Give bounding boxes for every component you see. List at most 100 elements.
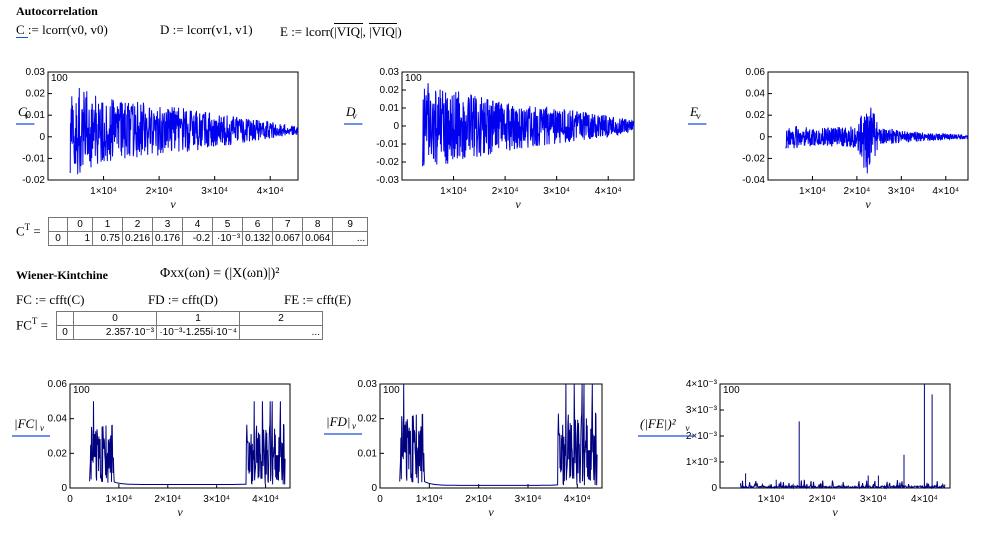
x-tick-label: 3×10⁴: [860, 494, 887, 505]
plot-e[interactable]: 0.06 0.04 0.02 0 -0.02 -0.04 1×10⁴ 2×10⁴ 3×10⁴ 4×…: [680, 64, 980, 224]
y-axis-label: (|FE|)² ν: [638, 416, 696, 437]
y-tick-label: 0.02: [746, 110, 766, 121]
chart-svg-fc: 0.06 0.04 0.02 00 1×10⁴ 2×10⁴ 3×10⁴ 4×10⁴ ν 100 |F…: [12, 379, 291, 519]
x-tick-label: 4×10⁴: [257, 186, 284, 197]
y-axis-label-text: (|FE|)²: [640, 416, 677, 431]
y-axis-label: Eν: [688, 104, 707, 125]
plot-marker-label: 100: [51, 73, 68, 84]
y-tick-label: -0.01: [376, 139, 399, 150]
y-axis-label: Dν: [344, 104, 363, 125]
y-tick-label: 0.01: [358, 448, 378, 459]
ct-cell[interactable]: 0.064: [302, 231, 334, 246]
ct-col-header: 1: [92, 217, 123, 232]
plot-marker-label: 100: [73, 385, 90, 396]
equation-e-suffix: ): [397, 24, 402, 39]
ct-col-header: 4: [182, 217, 214, 232]
cursor-underline: [16, 37, 28, 38]
y-tick-label: 0.01: [380, 103, 400, 114]
chart-svg-fd: 0.03 0.02 0.01 00 1×10⁴ 2×10⁴ 3×10⁴ 4×10⁴ ν 100 |F…: [324, 379, 603, 519]
ct-cell[interactable]: 0.216: [121, 231, 154, 246]
ct-label: CT =: [16, 222, 41, 239]
fct-table[interactable]: 0 1 2 0 2.357·10⁻³ ·10⁻³-1.255i·10⁻⁴ ...: [56, 311, 323, 340]
y-tick-label: -0.01: [22, 153, 45, 164]
series-line-e: [785, 107, 969, 174]
ct-cell[interactable]: 0.75: [92, 231, 123, 246]
y-tick-label: 0.04: [746, 89, 766, 100]
ct-cell[interactable]: ·10⁻³: [212, 231, 244, 246]
y-tick-label: 0.02: [26, 89, 46, 100]
fct-label-name: FC: [16, 317, 32, 333]
chart-svg-d: 0.03 0.02 0.01 0 -0.01 -0.02 -0.03 1×10⁴ 2×10⁴ 3×…: [344, 67, 635, 211]
equation-fd[interactable]: FD := cfft(D): [148, 292, 218, 307]
x-axis-label: ν: [832, 505, 838, 519]
ct-cell[interactable]: 0.132: [242, 231, 274, 246]
ct-cell[interactable]: 0.176: [152, 231, 184, 246]
y-tick-label: 0: [39, 132, 45, 143]
plot-frame: [47, 71, 299, 181]
x-tick-label: 1×10⁴: [758, 494, 785, 505]
y-tick-label: 0.03: [26, 67, 46, 78]
equation-fe[interactable]: FE := cfft(E): [284, 292, 352, 307]
y-tick-label: -0.02: [22, 175, 45, 186]
x-tick-label: 0: [67, 494, 73, 505]
y-tick-label: 4×10⁻³: [686, 379, 718, 390]
x-tick-label: 1×10⁴: [90, 186, 117, 197]
fct-header-row: 0 1 2: [56, 311, 323, 326]
x-axis-label: ν: [488, 505, 494, 519]
equation-e[interactable]: E := lcorr(|VIQ|, |VIQ|): [280, 23, 402, 40]
x-tick-label: 2×10⁴: [492, 186, 519, 197]
x-tick-label: 1×10⁴: [799, 186, 826, 197]
series-line-d: [422, 83, 635, 167]
ct-label-sup: T: [24, 222, 31, 232]
x-tick-label: 3×10⁴: [203, 494, 230, 505]
plot-marker-label: 100: [723, 385, 740, 396]
ct-cell[interactable]: 0.067: [272, 231, 304, 246]
y-tick-label: 0: [759, 132, 765, 143]
section-title-wiener: Wiener-Kintchine: [16, 268, 108, 282]
fct-row-index: 0: [56, 325, 74, 340]
ct-cell[interactable]: 1: [67, 231, 93, 246]
fct-cell[interactable]: ·10⁻³-1.255i·10⁻⁴: [156, 325, 240, 340]
y-axis-label-text: D: [345, 104, 356, 119]
fct-corner: [56, 311, 74, 326]
ct-label-name: C: [16, 223, 25, 239]
y-tick-label: -0.04: [742, 175, 765, 186]
ct-table[interactable]: 0 1 2 3 4 5 6 7 8 9 0 1 0.75 0.216 0.176…: [48, 217, 369, 246]
equation-fc[interactable]: FC := cfft(C): [16, 292, 85, 307]
ct-col-header: 5: [212, 217, 244, 232]
plot-frame: [69, 383, 291, 489]
series-line-fc: [89, 401, 286, 485]
fct-col-header: 1: [156, 311, 240, 326]
plot-fc[interactable]: 0.06 0.04 0.02 0 0 1×10⁴ 2×10⁴ 3×10⁴ 4×10⁴ ν 100 |F…: [0, 376, 320, 531]
ct-cell-more[interactable]: ...: [332, 231, 369, 246]
y-axis-label-sub: ν: [697, 111, 701, 121]
x-tick-label: 2×10⁴: [809, 494, 836, 505]
chart-svg-fe: 4×10⁻³ 3×10⁻³ 2×10⁻³ 1×10⁻³ 0 1×10⁴ 2×10⁴ 3×10⁴…: [638, 379, 951, 519]
plot-d[interactable]: 0.03 0.02 0.01 0 -0.01 -0.02 -0.03 1×10⁴ 2×10⁴ 3×…: [340, 64, 635, 224]
plot-fd[interactable]: 0.03 0.02 0.01 0 0 1×10⁴ 2×10⁴ 3×10⁴ 4×10⁴ ν 100 |F…: [320, 376, 620, 531]
fct-cell[interactable]: 2.357·10⁻³: [73, 325, 157, 340]
x-tick-label: 0: [377, 494, 383, 505]
x-tick-label: 2×10⁴: [154, 494, 181, 505]
plot-c[interactable]: 0.03 0.02 0.01 0 -0.01 -0.02 1×10⁴ 2×10⁴ 3×10⁴ 4×…: [0, 64, 320, 224]
plot-fe[interactable]: 4×10⁻³ 3×10⁻³ 2×10⁻³ 1×10⁻³ 0 1×10⁴ 2×10⁴ 3×10⁴…: [630, 376, 970, 531]
equation-c[interactable]: C := lcorr(v0, v0): [16, 22, 108, 38]
ct-cell[interactable]: -0.2: [182, 231, 214, 246]
fct-col-header: 2: [239, 311, 323, 326]
x-tick-label: 1×10⁴: [105, 494, 132, 505]
equation-e-arg1: |VIQ|: [334, 23, 363, 39]
y-tick-label: 2×10⁻³: [686, 431, 718, 442]
y-axis-label-text: C: [18, 104, 27, 119]
y-axis-label: |FC| ν: [12, 416, 50, 437]
y-axis-label-sub: ν: [352, 421, 356, 431]
fct-cell-more[interactable]: ...: [239, 325, 323, 340]
x-tick-label: 2×10⁴: [146, 186, 173, 197]
ct-col-header: 3: [152, 217, 184, 232]
y-axis-label-sub: ν: [40, 423, 44, 433]
wiener-formula[interactable]: Φxx(ωn) = (|X(ωn)|)²: [160, 266, 280, 281]
x-axis-label: ν: [515, 197, 521, 211]
ct-col-header: 0: [67, 217, 93, 232]
equation-d[interactable]: D := lcorr(v1, v1): [160, 22, 253, 37]
y-axis-label: |FD| ν: [324, 414, 362, 435]
y-tick-label: 0.02: [358, 414, 378, 425]
